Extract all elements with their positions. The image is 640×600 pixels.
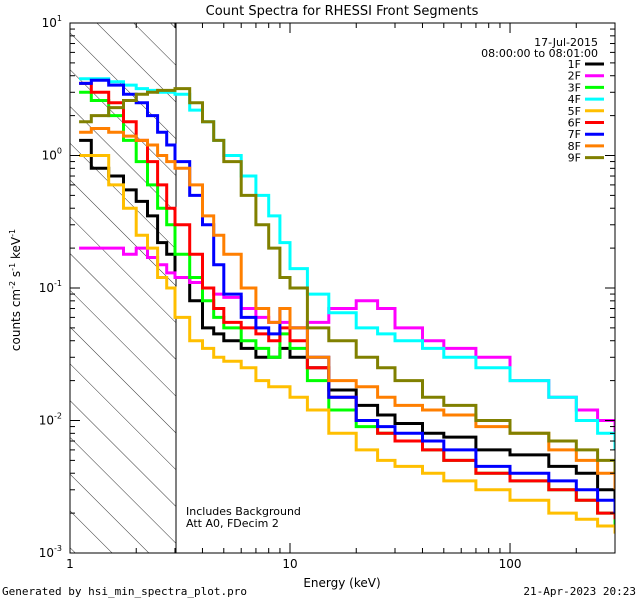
x-tick-label: 10 xyxy=(282,557,297,571)
legend-label-5F: 5F xyxy=(568,105,581,118)
legend-label-8F: 8F xyxy=(568,140,581,153)
annotation-attenuator: Att A0, FDecim 2 xyxy=(186,517,279,530)
y-tick-label: 10-1 xyxy=(39,279,62,295)
x-tick-label: 1 xyxy=(66,557,74,571)
x-axis-label: Energy (keV) xyxy=(303,576,380,590)
legend-label-7F: 7F xyxy=(568,128,581,141)
legend-label-3F: 3F xyxy=(568,81,581,94)
series-line-7F xyxy=(79,78,615,514)
annotation-background: Includes Background xyxy=(186,505,301,518)
series-line-5F xyxy=(79,154,615,534)
legend-label-4F: 4F xyxy=(568,93,581,106)
footer-timestamp: 21-Apr-2023 20:23 xyxy=(523,585,636,598)
y-tick-label: 10-2 xyxy=(39,412,62,428)
x-tick-label: 100 xyxy=(499,557,522,571)
legend-label-6F: 6F xyxy=(568,117,581,130)
y-tick-label: 100 xyxy=(42,147,62,163)
series-line-6F xyxy=(79,81,615,520)
legend-label-9F: 9F xyxy=(568,152,581,165)
y-tick-label: 101 xyxy=(42,14,62,30)
legend-label-1F: 1F xyxy=(568,58,581,71)
legend-label-2F: 2F xyxy=(568,70,581,83)
time-range-label: 08:00:00 to 08:01:00 xyxy=(481,47,598,60)
series-line-4F xyxy=(79,77,615,450)
y-axis-label: counts cm-2 s-1 keV-1 xyxy=(8,229,23,351)
series-line-8F xyxy=(79,127,615,490)
footer-generated-by: Generated by hsi_min_spectra_plot.pro xyxy=(2,585,248,598)
y-tick-label: 10-3 xyxy=(39,544,62,560)
series-line-9F xyxy=(79,87,615,474)
date-label: 17-Jul-2015 xyxy=(534,36,598,49)
chart-title: Count Spectra for RHESSI Front Segments xyxy=(206,4,479,19)
